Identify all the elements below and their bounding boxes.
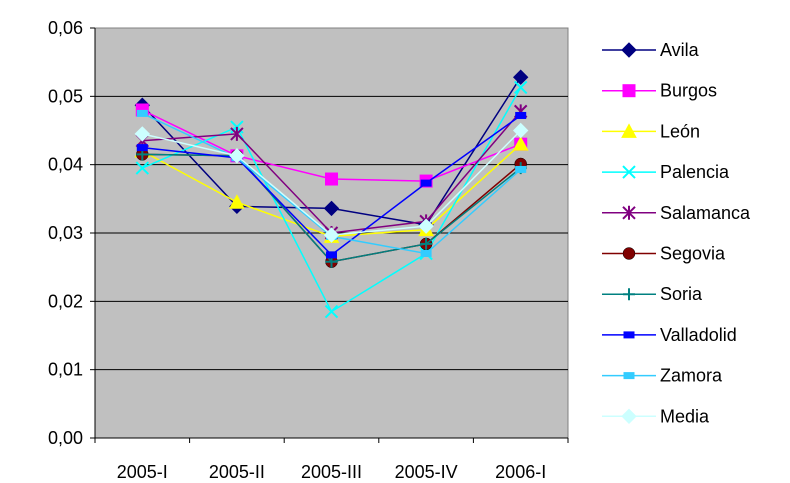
series-layer [134,69,529,319]
legend-item: Avila [602,40,700,60]
data-point [136,109,148,117]
legend-item: Palencia [602,162,730,182]
x-tick-label: 2005-IV [395,462,458,482]
data-point [323,227,340,243]
legend-marker [622,205,636,220]
data-point [134,126,151,142]
y-tick-label: 0,01 [48,360,83,380]
data-point [324,304,339,319]
data-point [512,69,529,85]
y-tick-label: 0,00 [48,428,83,448]
y-tick-label: 0,04 [48,155,83,175]
data-point [135,161,150,175]
x-tick-label: 2006-I [495,462,546,482]
legend-label: Palencia [660,162,730,182]
data-point [420,179,432,187]
legend-label: Salamanca [660,203,751,223]
legend-label: Media [660,406,710,426]
legend-label: León [660,121,700,141]
legend-item: Salamanca [602,203,751,223]
x-tick-label: 2005-III [301,462,362,482]
data-point [420,237,433,250]
y-tick-label: 0,05 [48,86,83,106]
legend-label: Burgos [660,81,717,101]
legend-item: Soria [602,284,703,304]
y-tick-label: 0,06 [48,18,83,38]
legend-item: Zamora [602,366,723,386]
legend-label: Avila [660,40,700,60]
data-point [230,126,244,141]
data-point [515,111,527,119]
x-tick-label: 2005-I [117,462,168,482]
data-point [229,194,245,209]
legend-label: Segovia [660,244,726,264]
legend-label: Valladolid [660,325,737,345]
legend-item: Segovia [602,244,726,264]
legend-marker [622,247,636,260]
legend-item: Valladolid [602,325,737,345]
legend: Avila Burgos León Palencia Salamanca Segovia S… [602,40,751,426]
legend-marker [621,408,637,425]
legend-item: Burgos [602,81,717,101]
legend-marker [621,42,637,58]
data-point [229,148,245,164]
legend-item: Media [602,406,710,426]
gridlines [95,95,568,371]
data-point [515,165,527,173]
y-tick-label: 0,03 [48,223,83,243]
data-point [513,80,528,95]
y-tick-label: 0,02 [48,291,83,311]
data-point [512,136,529,151]
legend-marker [621,123,637,138]
data-point [420,250,432,257]
data-point [323,200,340,217]
data-point [418,218,434,234]
data-point [512,122,529,139]
x-tick-label: 2005-II [209,462,265,482]
legend-marker [623,288,635,301]
legend-marker [622,84,636,98]
legend-item: León [602,121,700,141]
legend-marker [623,331,635,339]
series-media [134,122,529,243]
legend-label: Zamora [660,366,723,386]
data-point [136,144,148,152]
data-point [325,172,338,186]
x-axis-ticks: 2005-I 2005-II 2005-III 2005-IV 2006-I [94,437,569,482]
data-point [326,251,337,259]
legend-marker [622,165,636,179]
y-axis-ticks: 0,00 0,01 0,02 0,03 0,04 0,05 0,06 [48,18,96,448]
legend-label: Soria [660,284,703,304]
legend-marker [623,372,635,380]
